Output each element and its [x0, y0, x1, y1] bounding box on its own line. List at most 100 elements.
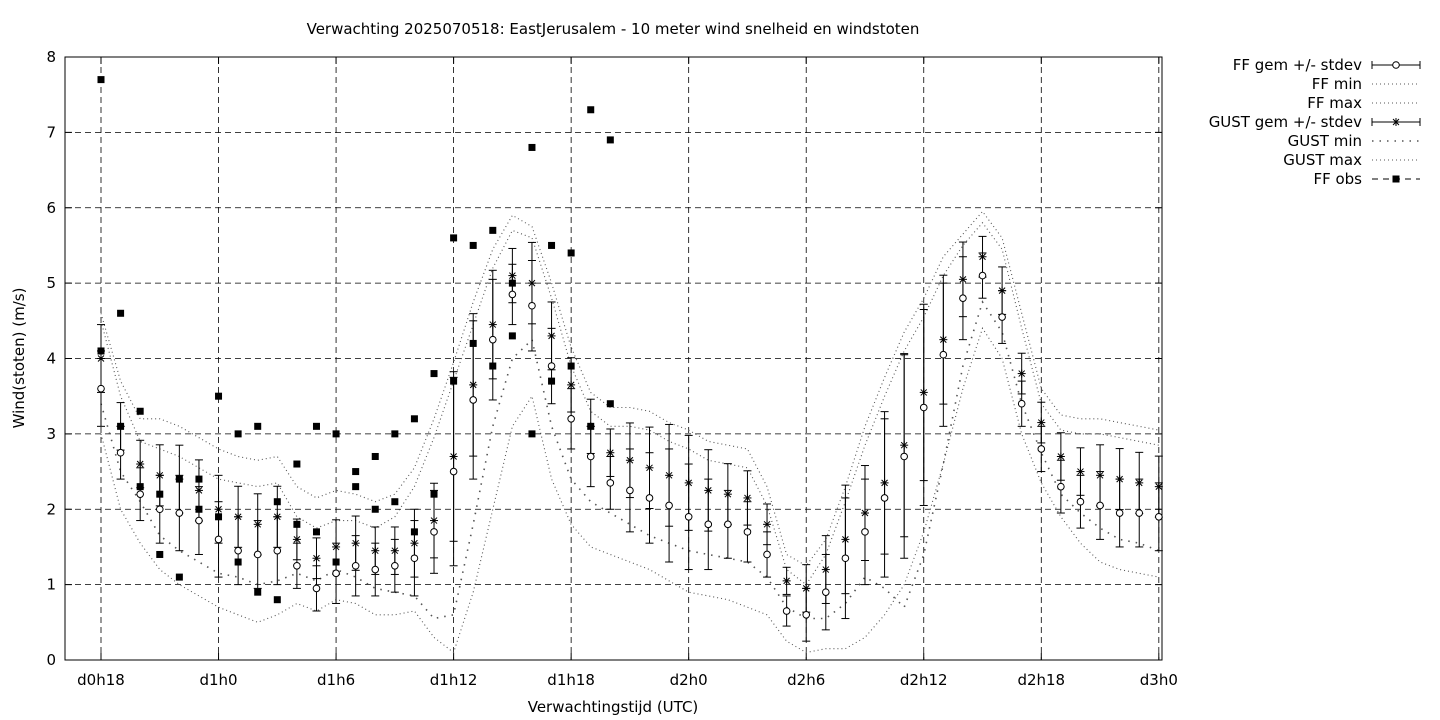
ff-mean-point — [684, 512, 693, 521]
legend-label: GUST max — [1283, 151, 1362, 169]
gust-mean-point — [136, 460, 145, 469]
gust-mean-point — [1037, 418, 1046, 427]
ff-obs-point — [136, 483, 144, 491]
ff-mean-point — [939, 350, 948, 359]
star-stroke — [744, 494, 751, 502]
ff-obs-point — [234, 430, 242, 438]
ff-obs-point — [391, 498, 399, 506]
ff-obs-point — [195, 475, 203, 483]
ff-mean-point — [234, 546, 242, 555]
y-tick-label: 2 — [46, 500, 56, 518]
gust-mean-point — [743, 493, 752, 502]
ff-mean-point — [528, 301, 536, 310]
x-tick-label: d2h18 — [1017, 671, 1065, 689]
y-axis-label: Wind(stoten) (m/s) — [10, 288, 28, 429]
ff-mean-point — [861, 528, 869, 536]
ff-obs-point — [97, 76, 105, 84]
star-stroke — [567, 381, 575, 389]
series-lines — [100, 210, 1160, 654]
ff-mean-point — [606, 479, 615, 487]
gust-mean-point — [567, 380, 576, 389]
x-tick-label: d1h18 — [547, 671, 595, 689]
gust-mean-point — [606, 448, 615, 457]
gust-mean-point — [312, 554, 321, 563]
ff-obs-point — [117, 309, 125, 317]
series-line — [100, 221, 1159, 586]
star-stroke — [1037, 419, 1045, 426]
ff-mean-point — [567, 415, 575, 423]
x-axis: d0h18 d1h0 d1h6 d1h12 d1h18 d2h0 d2h6 d2h12 d2h1… — [77, 57, 1178, 689]
star-stroke — [763, 520, 771, 528]
ff-obs-point — [156, 550, 164, 558]
legend-label: FF max — [1307, 94, 1362, 112]
y-tick-label: 3 — [46, 425, 56, 443]
ff-obs-point — [450, 377, 458, 385]
ff-mean-point — [273, 546, 282, 555]
ff-mean-point — [410, 554, 419, 563]
x-tick-label: d0h18 — [77, 671, 125, 689]
ff-obs-point — [156, 490, 164, 498]
series-line — [100, 210, 1159, 567]
ff-obs-point — [352, 468, 360, 476]
ff-obs-point — [450, 234, 458, 242]
x-tick-label: d1h12 — [430, 671, 478, 689]
ff-mean-point — [704, 520, 713, 529]
legend-square-marker — [1392, 175, 1400, 183]
ff-obs-point — [528, 430, 536, 438]
gust-mean-point — [292, 535, 301, 544]
legend-label: FF gem +/- stdev — [1233, 56, 1362, 74]
y-tick-label: 7 — [46, 123, 56, 141]
ff-obs-point — [430, 370, 438, 378]
y-axis: 0 1 2 3 4 5 6 7 8 — [46, 48, 1162, 669]
ff-mean-point — [195, 516, 203, 525]
ff-obs-point — [410, 415, 418, 423]
ff-mean-point — [880, 494, 889, 502]
ff-mean-point — [430, 528, 438, 536]
ff-obs-point — [332, 430, 340, 438]
legend-circle-marker — [1392, 61, 1400, 69]
x-tick-label: d2h6 — [787, 671, 825, 689]
ff-mean-point — [312, 584, 321, 593]
y-tick-label: 6 — [46, 199, 56, 217]
ff-obs-point — [332, 558, 340, 566]
ff-obs-point — [391, 430, 399, 438]
ff-obs-point — [606, 136, 614, 144]
ff-mean-point — [214, 535, 223, 544]
ff-mean-point — [665, 501, 673, 510]
ff-mean-point — [645, 494, 654, 502]
ff-obs-point — [410, 528, 418, 536]
ff-mean-point — [626, 486, 634, 495]
ff-mean-point — [1155, 512, 1163, 521]
ff-mean-point — [253, 550, 262, 559]
ff-mean-point — [586, 452, 595, 461]
ff-obs-point — [175, 573, 183, 581]
gust-mean-point — [1017, 369, 1026, 378]
ff-obs-point — [97, 347, 105, 355]
ff-obs-point — [508, 332, 516, 340]
y-tick-label: 4 — [46, 350, 56, 368]
y-tick-label: 5 — [46, 274, 56, 292]
star-stroke — [1077, 468, 1084, 475]
gust-mean-point — [782, 576, 791, 585]
ff-mean-point — [1017, 399, 1026, 408]
ff-mean-point — [351, 561, 360, 570]
ff-mean-point — [508, 290, 517, 299]
grid — [65, 57, 1162, 660]
x-tick-label: d1h0 — [199, 671, 237, 689]
ff-obs-point — [312, 422, 320, 430]
ff-mean-point — [919, 403, 928, 412]
ff-obs-point — [508, 279, 516, 287]
ff-mean-point — [391, 561, 399, 570]
ff-obs-point — [215, 392, 223, 400]
ff-obs-point — [234, 558, 242, 566]
legend-label: GUST min — [1288, 132, 1362, 150]
ff-obs-point — [273, 596, 281, 604]
ff-mean-point — [116, 448, 125, 457]
ff-mean-point — [488, 335, 497, 344]
ff-obs-point — [254, 422, 262, 430]
ff-obs-point — [489, 362, 497, 370]
ff-mean-point — [1096, 501, 1104, 510]
ff-mean-point — [959, 294, 967, 303]
ff-mean-point — [371, 565, 380, 574]
